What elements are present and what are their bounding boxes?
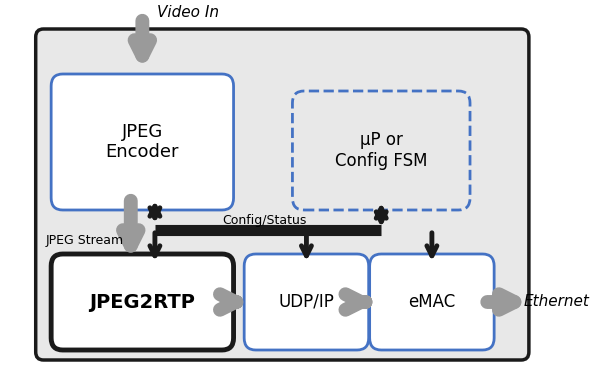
- FancyBboxPatch shape: [370, 254, 494, 350]
- Text: Video In: Video In: [157, 5, 220, 20]
- FancyBboxPatch shape: [36, 29, 529, 360]
- Text: UDP/IP: UDP/IP: [278, 293, 334, 311]
- Text: μP or
Config FSM: μP or Config FSM: [335, 131, 427, 170]
- Text: Ethernet: Ethernet: [523, 295, 589, 309]
- Text: Config/Status: Config/Status: [222, 214, 307, 227]
- FancyBboxPatch shape: [244, 254, 368, 350]
- FancyBboxPatch shape: [51, 74, 233, 210]
- FancyBboxPatch shape: [51, 254, 233, 350]
- Text: JPEG Stream: JPEG Stream: [46, 233, 124, 246]
- Text: JPEG
Encoder: JPEG Encoder: [106, 122, 179, 161]
- Text: JPEG2RTP: JPEG2RTP: [89, 293, 195, 312]
- FancyBboxPatch shape: [292, 91, 470, 210]
- Text: eMAC: eMAC: [408, 293, 455, 311]
